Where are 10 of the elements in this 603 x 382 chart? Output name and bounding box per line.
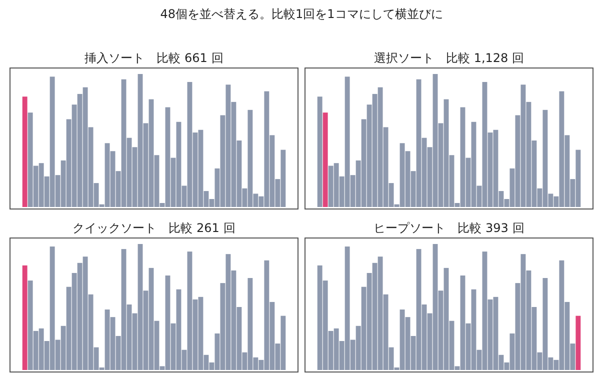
chart-title: 挿入ソート 比較 661 回 bbox=[84, 51, 224, 65]
bar bbox=[22, 265, 28, 370]
text: 48個を並べ替える。比較1回を1コマにして横並びに bbox=[160, 7, 443, 21]
bar bbox=[322, 112, 328, 207]
chart-title: ヒープソート 比較 393 回 bbox=[374, 221, 524, 235]
bar bbox=[576, 316, 581, 370]
chart-title: クイックソート 比較 261 回 bbox=[72, 221, 236, 235]
bar bbox=[317, 96, 322, 207]
bar bbox=[22, 96, 28, 207]
chart-title: 選択ソート 比較 1,128 回 bbox=[374, 51, 524, 65]
